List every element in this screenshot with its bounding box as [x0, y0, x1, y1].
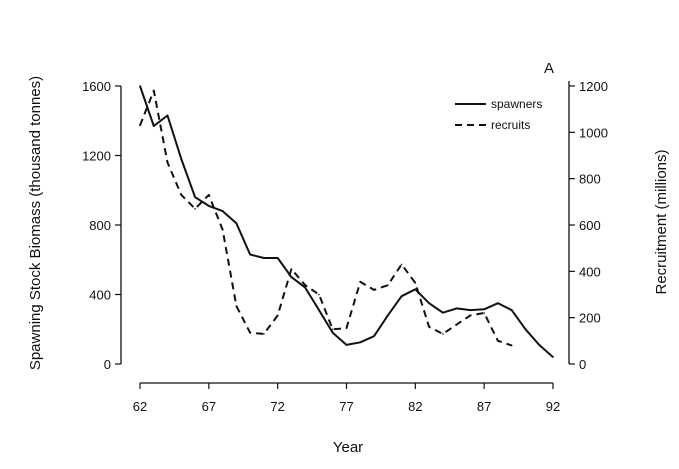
- data-point-spawners: [483, 308, 485, 311]
- data-point-spawners: [180, 158, 183, 160]
- y-left-tick-label: 800: [89, 218, 111, 233]
- y-right-tick-label: 1000: [579, 125, 608, 140]
- data-point-recruits: [139, 124, 141, 127]
- x-tick-label: 77: [339, 399, 353, 414]
- data-point-spawners: [400, 295, 403, 298]
- data-point-recruits: [387, 284, 389, 287]
- data-point-recruits: [359, 280, 362, 283]
- data-point-spawners: [290, 276, 293, 278]
- data-point-recruits: [373, 289, 375, 291]
- data-point-recruits: [180, 194, 183, 196]
- data-point-spawners: [524, 328, 527, 331]
- y-right-tick-label: 800: [579, 172, 601, 187]
- data-point-spawners: [497, 302, 499, 304]
- data-point-spawners: [235, 222, 238, 225]
- x-axis-title: Year: [333, 439, 363, 456]
- y-left-tick-label: 1200: [82, 149, 111, 164]
- y-axis-left-title: Spawning Stock Biomass (thousand tonnes): [27, 76, 44, 370]
- data-point-spawners: [221, 210, 224, 212]
- data-point-recruits: [469, 314, 472, 317]
- y-right-tick-label: 400: [579, 264, 601, 279]
- y-left-tick-label: 400: [89, 288, 111, 303]
- data-point-spawners: [152, 125, 155, 127]
- legend-label-spawners: spawners: [491, 97, 542, 111]
- data-point-spawners: [552, 356, 554, 358]
- data-point-spawners: [442, 311, 444, 314]
- data-point-recruits: [345, 327, 348, 329]
- data-point-recruits: [249, 331, 251, 334]
- data-point-recruits: [194, 207, 196, 210]
- legend-label-recruits: recruits: [491, 118, 530, 132]
- data-point-spawners: [331, 331, 334, 334]
- data-point-spawners: [455, 307, 458, 310]
- data-point-recruits: [483, 312, 485, 314]
- data-point-spawners: [538, 344, 541, 346]
- data-point-spawners: [414, 288, 417, 291]
- y-right-tick-label: 1200: [579, 79, 608, 94]
- data-point-recruits: [442, 333, 444, 335]
- data-point-recruits: [166, 161, 169, 164]
- data-point-spawners: [387, 314, 389, 317]
- data-point-spawners: [276, 257, 279, 259]
- ticks-layer: 62 67 72 77 82 87 92 0 400 800 1200 1600 0 200 400 600 8…: [82, 79, 608, 414]
- data-point-spawners: [249, 253, 251, 256]
- data-point-recruits: [318, 293, 320, 296]
- data-point-recruits: [208, 194, 210, 196]
- series-line-recruits: [139, 89, 513, 347]
- data-point-spawners: [318, 309, 320, 311]
- data-point-recruits: [304, 284, 307, 287]
- data-point-spawners: [139, 85, 141, 87]
- y-left-tick-label: 1600: [82, 79, 111, 94]
- data-point-spawners: [428, 302, 430, 304]
- x-tick-label: 92: [546, 399, 560, 414]
- y-right-tick-label: 0: [579, 357, 586, 372]
- data-point-spawners: [194, 196, 196, 198]
- data-point-recruits: [400, 263, 403, 266]
- data-point-spawners: [510, 309, 513, 311]
- data-point-spawners: [263, 257, 265, 259]
- x-tick-label: 82: [408, 399, 422, 414]
- data-point-spawners: [304, 286, 307, 289]
- data-point-recruits: [221, 228, 224, 231]
- data-point-recruits: [235, 305, 238, 307]
- data-point-recruits: [276, 314, 279, 317]
- y-axis-right-title: Recruitment (millions): [653, 149, 670, 294]
- y-right-tick-label: 200: [579, 311, 601, 326]
- data-point-spawners: [345, 344, 348, 346]
- y-left-tick-label: 0: [104, 357, 111, 372]
- series-layer: [139, 85, 554, 358]
- data-point-recruits: [414, 282, 417, 284]
- data-point-recruits: [290, 268, 293, 270]
- data-point-spawners: [208, 205, 210, 207]
- x-tick-label: 72: [270, 399, 284, 414]
- data-point-spawners: [359, 341, 362, 344]
- data-point-spawners: [373, 335, 375, 338]
- data-point-recruits: [263, 333, 265, 335]
- data-point-recruits: [428, 326, 430, 328]
- data-point-spawners: [469, 309, 472, 311]
- legend: spawners recruits: [455, 97, 542, 132]
- x-tick-label: 62: [133, 399, 147, 414]
- data-point-recruits: [331, 328, 334, 331]
- x-tick-label: 67: [202, 399, 216, 414]
- data-point-recruits: [510, 344, 513, 347]
- x-tick-label: 87: [477, 399, 491, 414]
- panel-label: A: [544, 60, 554, 77]
- data-point-spawners: [166, 114, 169, 117]
- data-point-recruits: [455, 323, 458, 326]
- data-point-recruits: [152, 89, 155, 92]
- data-point-recruits: [497, 340, 499, 342]
- y-right-tick-label: 600: [579, 218, 601, 233]
